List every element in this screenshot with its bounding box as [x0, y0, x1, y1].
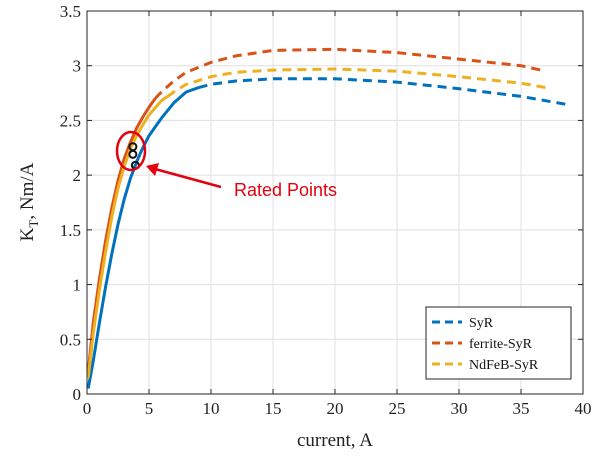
x-tick-label: 20 — [327, 399, 344, 418]
legend-label-ndfeb-syr: NdFeB-SyR — [469, 358, 539, 373]
axis-ticks — [86, 10, 584, 395]
y-tick-label: 0.5 — [60, 330, 81, 349]
y-axis-title-rest: , Nm/A — [17, 162, 38, 219]
y-axis-title-main: K — [17, 227, 38, 241]
annotation-label: Rated Points — [234, 180, 337, 200]
rated-points-circle — [115, 130, 147, 172]
y-axis-title: KT, Nm/A — [17, 162, 41, 241]
x-tick-label: 15 — [265, 399, 282, 418]
rated-point-marker — [128, 149, 138, 159]
series-ferrite-syr-dashed-line — [154, 47, 547, 100]
tick-labels: 0 5 10 15 20 25 30 35 40 0 0.5 1 1.5 2 2.5 3 3.5 — [60, 2, 592, 418]
x-tick-label: 40 — [575, 399, 592, 418]
y-tick-label: 3.5 — [60, 2, 81, 21]
legend-items: SyR ferrite-SyR NdFeB-SyR — [432, 316, 539, 373]
x-tick-label: 25 — [389, 399, 406, 418]
series-ndfeb-syr-dashed-line — [166, 67, 547, 98]
x-tick-label: 35 — [513, 399, 530, 418]
y-tick-label: 0 — [73, 385, 82, 404]
rated-points-annotation: Rated Points — [115, 130, 337, 200]
annotation-arrow-line — [154, 167, 222, 189]
annotation-arrowhead — [146, 163, 159, 176]
legend-label-syr: SyR — [469, 316, 494, 331]
y-tick-label: 2.5 — [60, 111, 81, 130]
series-ferrite-syr-solid-line — [86, 97, 157, 373]
series-syr-dashed-line — [198, 77, 571, 107]
x-tick-label: 30 — [451, 399, 468, 418]
y-tick-label: 1.5 — [60, 221, 81, 240]
y-tick-label: 3 — [73, 57, 82, 76]
x-axis-title: current, A — [297, 430, 373, 451]
legend-label-ferrite-syr: ferrite-SyR — [469, 337, 533, 352]
x-tick-label: 5 — [145, 399, 154, 418]
x-tick-label: 10 — [203, 399, 220, 418]
x-tick-label: 0 — [83, 399, 92, 418]
series-syr-solid-line — [86, 86, 200, 389]
y-axis-title-subscript: T — [26, 220, 41, 228]
y-tick-label: 2 — [73, 166, 82, 185]
y-tick-label: 1 — [73, 276, 82, 295]
legend: SyR ferrite-SyR NdFeB-SyR — [425, 306, 572, 380]
